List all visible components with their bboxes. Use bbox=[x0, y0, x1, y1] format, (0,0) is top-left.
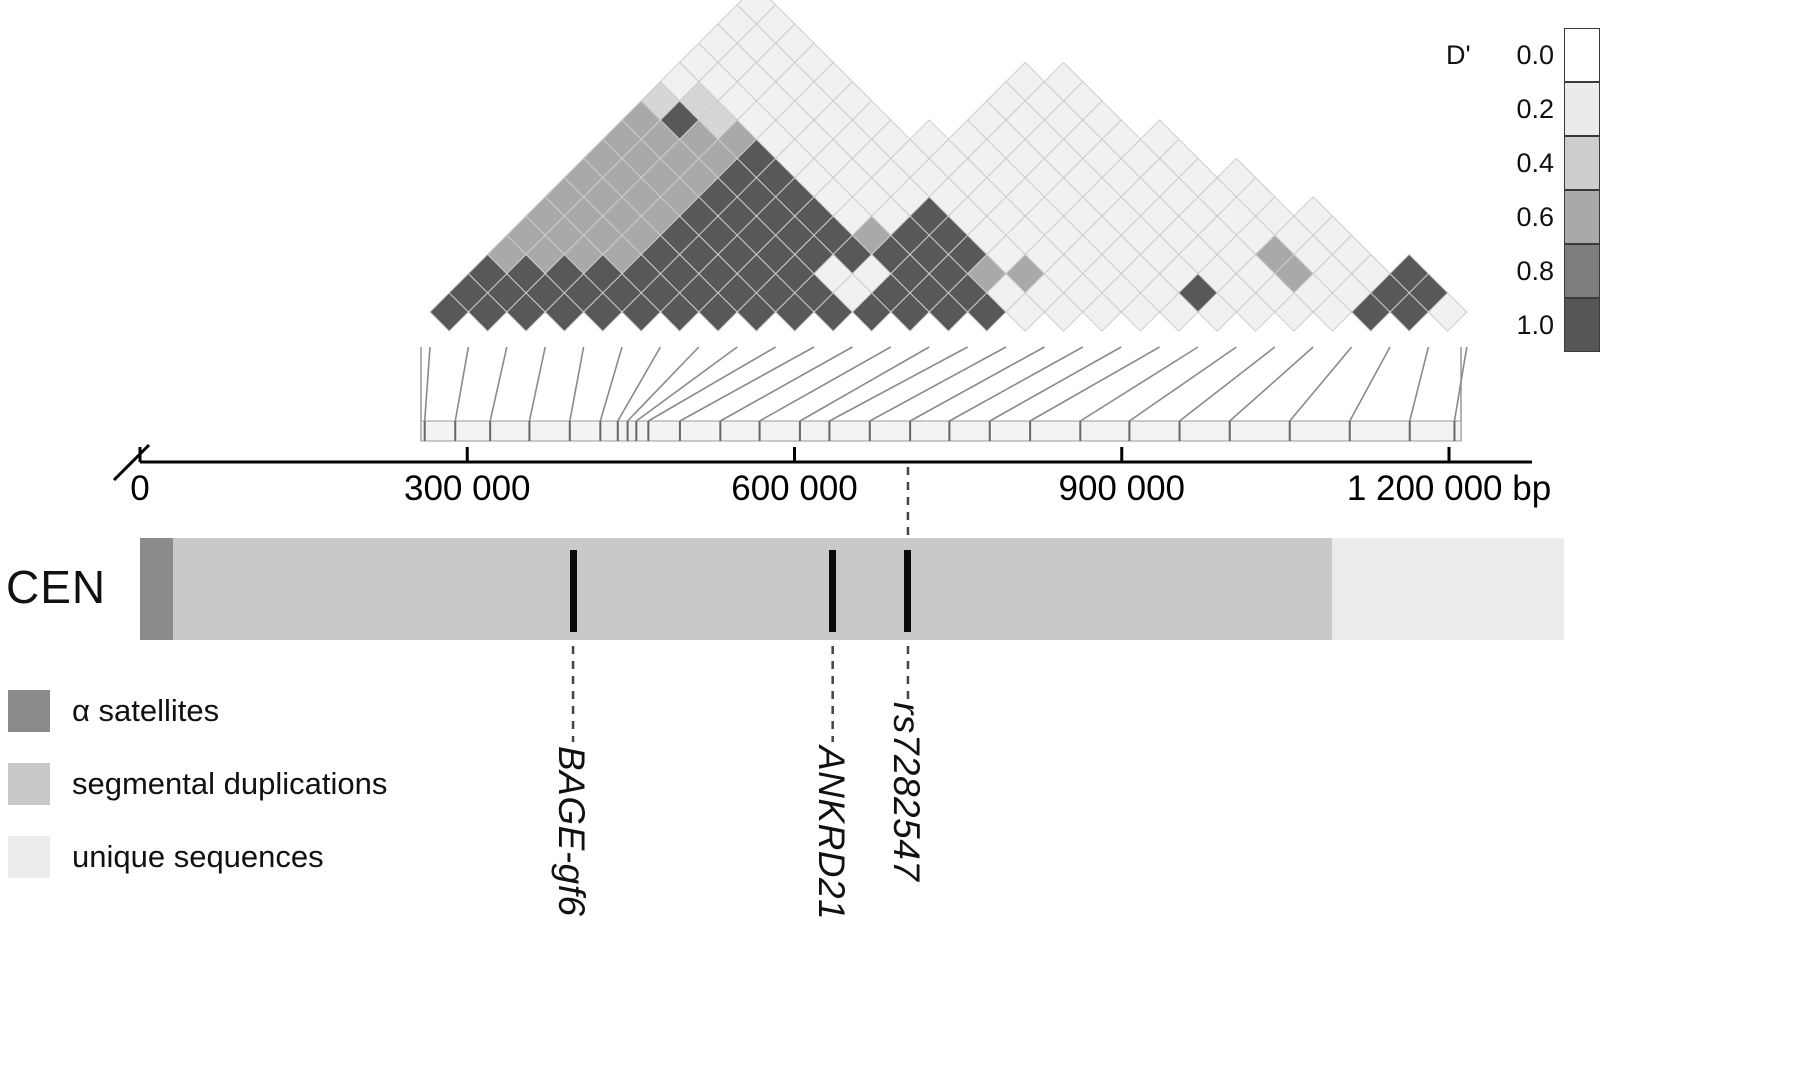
marker-bar-tick bbox=[904, 550, 912, 632]
legend-label: segmental duplications bbox=[72, 766, 388, 801]
legend-label: α satellites bbox=[72, 693, 220, 728]
connector-line bbox=[569, 346, 585, 422]
dprime-legend-value: 0.8 bbox=[1516, 255, 1554, 286]
legend-item: segmental duplications bbox=[8, 763, 387, 805]
connector-line bbox=[1179, 346, 1276, 422]
connector-line bbox=[759, 346, 892, 422]
connector-line bbox=[528, 346, 546, 422]
dprime-legend-title: D' bbox=[1446, 40, 1471, 70]
legend-swatch bbox=[8, 763, 50, 805]
legend-item: α satellites bbox=[8, 690, 387, 732]
dprime-legend-swatch bbox=[1564, 28, 1600, 82]
dprime-legend-value: 1.0 bbox=[1516, 309, 1554, 340]
marker-connectors bbox=[420, 346, 1468, 442]
dprime-legend-row: 1.0 bbox=[1496, 298, 1600, 352]
legend-swatch bbox=[8, 836, 50, 878]
ld-cell bbox=[1389, 253, 1430, 294]
connector-line bbox=[1079, 346, 1199, 422]
ld-cell bbox=[1139, 119, 1180, 160]
marker-guides bbox=[571, 467, 910, 742]
connector-line bbox=[1408, 346, 1430, 422]
centromere-label: CEN bbox=[6, 561, 107, 613]
connector-line bbox=[679, 346, 815, 422]
dprime-legend-value: 0.0 bbox=[1516, 39, 1554, 70]
connector-line bbox=[627, 346, 700, 422]
connector-line bbox=[647, 346, 777, 422]
connector-line bbox=[799, 346, 930, 422]
legend-swatch bbox=[8, 690, 50, 732]
dprime-legend-swatch bbox=[1564, 82, 1600, 136]
marker-strip-bar bbox=[420, 420, 1462, 442]
dprime-legend: D' 0.0 0.2 0.4 0.6 0.8 1.0 bbox=[1446, 28, 1600, 352]
ld-cell bbox=[1216, 157, 1257, 198]
ld-cell bbox=[736, 0, 777, 25]
dprime-legend-swatch bbox=[1564, 298, 1600, 352]
connector-line bbox=[829, 346, 968, 422]
connector-line bbox=[719, 346, 853, 422]
connector-line bbox=[909, 346, 1045, 422]
dprime-legend-row: 0.2 bbox=[1496, 82, 1600, 136]
dprime-legend-value: 0.2 bbox=[1516, 93, 1554, 124]
dprime-legend-swatch bbox=[1564, 244, 1600, 298]
marker-bar-tick bbox=[569, 550, 577, 632]
chromosome-bar bbox=[140, 538, 1564, 640]
dprime-legend-scale: 0.0 0.2 0.4 0.6 0.8 1.0 bbox=[1496, 28, 1600, 352]
connector-line bbox=[1349, 346, 1391, 422]
marker-label: ANKRD21 bbox=[810, 746, 852, 921]
dprime-legend-row: 0.6 bbox=[1496, 190, 1600, 244]
chromosome-segment-unique-sequences bbox=[1332, 538, 1564, 640]
bp-axis: 0 300 000 600 000 900 000 1 200 000 bp bbox=[112, 443, 1551, 508]
axis-break-slash bbox=[112, 443, 151, 482]
map-legend: α satellites segmental duplications unique… bbox=[8, 690, 387, 909]
connector-line bbox=[423, 346, 431, 422]
axis-tick-label: 0 bbox=[130, 469, 149, 508]
dprime-legend-swatch bbox=[1564, 190, 1600, 244]
connector-line bbox=[635, 346, 738, 422]
connector-line bbox=[1289, 346, 1353, 422]
connector-line bbox=[949, 346, 1084, 422]
marker-bar-tick bbox=[829, 550, 837, 632]
ld-heatmap bbox=[429, 0, 1468, 332]
ld-cell bbox=[1043, 61, 1084, 102]
axis-tick-label: 1 200 000 bp bbox=[1347, 469, 1551, 508]
marker-label: rs7282547 bbox=[885, 702, 927, 882]
connector-line bbox=[1128, 346, 1237, 422]
connector-line bbox=[489, 346, 508, 422]
dprime-legend-swatch bbox=[1564, 136, 1600, 190]
connector-line bbox=[599, 346, 623, 422]
connector-line bbox=[1453, 346, 1468, 422]
dprime-legend-value: 0.6 bbox=[1516, 201, 1554, 232]
connector-line bbox=[617, 346, 662, 422]
chromosome-segment-segmental-duplications bbox=[172, 538, 1333, 640]
connector-line bbox=[1229, 346, 1314, 422]
dprime-legend-value: 0.4 bbox=[1516, 147, 1554, 178]
axis-tick-label: 900 000 bbox=[1058, 469, 1185, 508]
ld-cell bbox=[1005, 61, 1046, 102]
connector-line bbox=[989, 346, 1122, 422]
connector-line bbox=[869, 346, 1007, 422]
legend-item: unique sequences bbox=[8, 836, 387, 878]
ld-cell bbox=[909, 119, 950, 160]
connector-line bbox=[454, 346, 470, 422]
dprime-legend-row: 0.8 bbox=[1496, 244, 1600, 298]
connector-line bbox=[1029, 346, 1160, 422]
dprime-legend-row: 0.0 bbox=[1496, 28, 1600, 82]
axis-tick-label: 600 000 bbox=[731, 469, 858, 508]
legend-label: unique sequences bbox=[72, 839, 324, 874]
dprime-legend-row: 0.4 bbox=[1496, 136, 1600, 190]
marker-label: BAGE-gf6 bbox=[551, 746, 593, 917]
ld-cell bbox=[1293, 196, 1334, 236]
chromosome-segment-alpha-satellites bbox=[140, 538, 173, 640]
axis-tick-label: 300 000 bbox=[404, 469, 531, 508]
